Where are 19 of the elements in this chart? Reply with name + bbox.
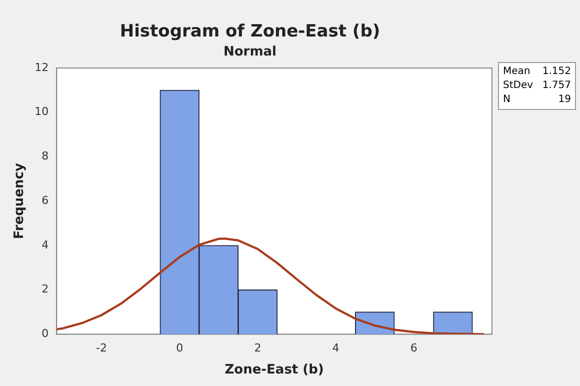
y-tick-label: 4 bbox=[42, 238, 49, 252]
x-tick-label: -2 bbox=[96, 342, 107, 355]
x-tick-label: 4 bbox=[332, 342, 340, 355]
chart-title: Histogram of Zone-East (b) bbox=[120, 22, 380, 42]
y-tick-label: 12 bbox=[34, 60, 49, 74]
y-tick-label: 2 bbox=[42, 282, 49, 296]
x-tick-label: 6 bbox=[410, 342, 418, 355]
text: StDev 1.757 bbox=[503, 79, 571, 93]
x-tick-label: 0 bbox=[176, 342, 184, 355]
text: N 19 bbox=[503, 94, 571, 105]
y-axis-title: Frequency bbox=[12, 162, 28, 240]
y-tick-label: 10 bbox=[34, 105, 49, 118]
x-axis-title: Zone-East (b) bbox=[224, 362, 324, 378]
y-tick-label: 0 bbox=[42, 327, 49, 340]
x-tick-label: 2 bbox=[254, 342, 262, 355]
chart-subtitle: Normal bbox=[224, 44, 276, 60]
text: Mean 1.152 bbox=[503, 66, 571, 77]
y-tick-label: 8 bbox=[42, 150, 49, 163]
y-tick-label: 6 bbox=[42, 194, 49, 207]
